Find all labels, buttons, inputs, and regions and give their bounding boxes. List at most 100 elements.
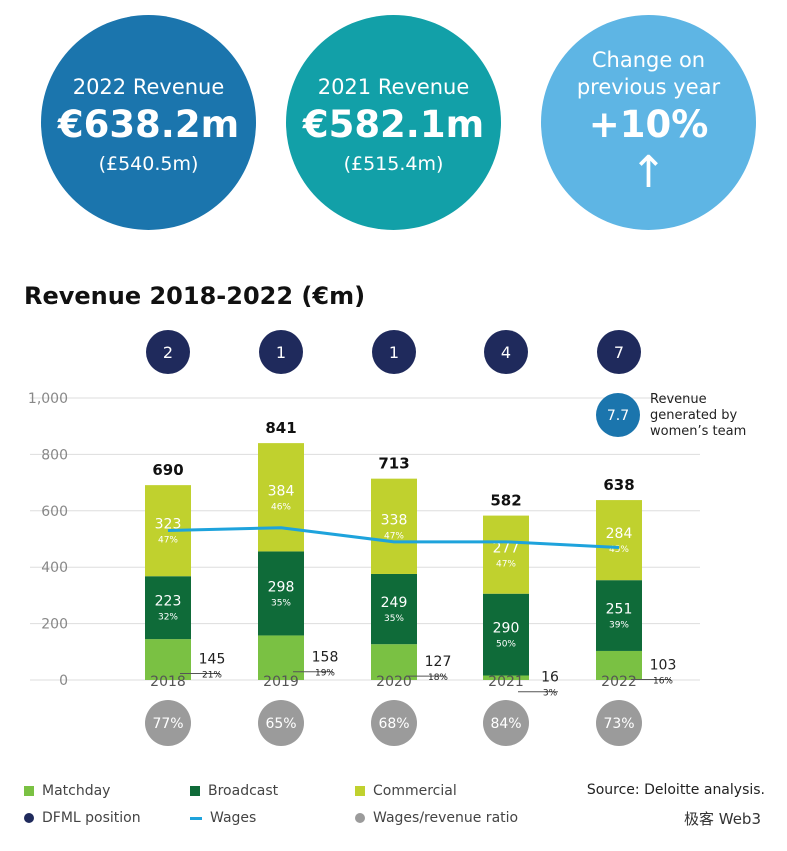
wages-ratio-circle	[258, 700, 304, 746]
kpi-2021-sub: (£515.4m)	[343, 153, 444, 175]
bar-value-label: 323	[155, 517, 182, 533]
bar-matchday-2021	[483, 675, 529, 680]
bar-value-label: 298	[268, 579, 295, 595]
bar-total-label: 638	[603, 476, 634, 494]
dfml-position-circle	[372, 330, 416, 374]
bar-pct-label: 35%	[271, 598, 291, 608]
bar-commercial-2021	[483, 515, 529, 594]
bar-pct-label: 45%	[609, 545, 629, 555]
bar-commercial-2019	[258, 443, 304, 552]
dfml-position-circle	[484, 330, 528, 374]
bar-pct-label: 47%	[496, 560, 516, 570]
bar-matchday-2022	[596, 650, 642, 680]
kpi-change-label-2: previous year	[576, 75, 721, 99]
kpi-2021-revenue: 2021 Revenue €582.1m (£515.4m)	[286, 15, 501, 230]
bar-broadcast-2019	[258, 551, 304, 636]
bar-total-label: 582	[490, 492, 521, 510]
revenue-chart: 0 200 400 600 800 1,000 145 21% 223 32% 323 47% 690 2…	[28, 330, 746, 746]
bar-total-label: 713	[378, 455, 409, 473]
wages-ratio-circle	[145, 700, 191, 746]
matchday-pct-label: 21%	[202, 671, 222, 681]
dfml-position-label: 4	[501, 343, 511, 362]
matchday-value-label: 16	[541, 670, 559, 686]
x-tick-label: 2021	[488, 674, 524, 690]
legend-broadcast: Broadcast	[190, 783, 278, 799]
kpi-2021-value: €582.1m	[302, 103, 485, 146]
bar-pct-label: 32%	[158, 613, 178, 623]
y-tick-label: 0	[59, 673, 68, 689]
dfml-position-circle	[597, 330, 641, 374]
bar-total-label: 841	[265, 419, 296, 437]
x-tick-label: 2018	[150, 674, 186, 690]
kpi-change-label-1: Change on	[591, 48, 706, 72]
bar-broadcast-2018	[145, 576, 191, 640]
bar-broadcast-2021	[483, 593, 529, 676]
matchday-value-label: 158	[312, 650, 339, 666]
bar-broadcast-2022	[596, 580, 642, 651]
chart-title: Revenue 2018-2022 (€m)	[24, 282, 366, 310]
bar-value-label: 249	[381, 595, 408, 611]
womens-team-circle	[596, 393, 640, 437]
bar-pct-label: 46%	[271, 502, 291, 512]
bar-pct-label: 39%	[609, 621, 629, 631]
kpi-2022-value: €638.2m	[57, 103, 240, 146]
legend-swatch	[355, 786, 365, 796]
dfml-position-label: 1	[389, 343, 399, 362]
matchday-pct-label: 19%	[315, 669, 335, 679]
matchday-value-label: 145	[199, 652, 226, 668]
y-tick-label: 400	[41, 560, 68, 576]
bar-value-label: 290	[493, 621, 520, 637]
dfml-position-circle	[259, 330, 303, 374]
kpi-2022-revenue: 2022 Revenue €638.2m (£540.5m)	[41, 15, 256, 230]
womens-team-label: women’s team	[650, 424, 746, 439]
x-tick-label: 2019	[263, 674, 299, 690]
matchday-pct-label: 16%	[653, 676, 673, 686]
bar-value-label: 251	[606, 602, 633, 618]
y-tick-label: 600	[41, 504, 68, 520]
wages-ratio-label: 73%	[603, 716, 634, 732]
legend-line	[190, 816, 202, 820]
legend-ratio: Wages/revenue ratio	[355, 810, 518, 826]
wages-ratio-circle	[596, 700, 642, 746]
x-tick-label: 2022	[601, 674, 637, 690]
wages-ratio-circle	[371, 700, 417, 746]
bar-value-label: 384	[268, 483, 295, 499]
legend-dot	[24, 813, 34, 823]
legend-swatch	[24, 786, 34, 796]
bar-broadcast-2020	[371, 573, 417, 645]
dfml-position-label: 7	[614, 343, 624, 362]
wages-line	[167, 526, 620, 549]
dfml-position-label: 1	[276, 343, 286, 362]
dfml-position-label: 2	[163, 343, 173, 362]
bar-total-label: 690	[152, 461, 183, 479]
bar-value-label: 338	[381, 512, 408, 528]
bar-pct-label: 47%	[384, 531, 404, 541]
wages-ratio-label: 68%	[378, 716, 409, 732]
matchday-value-label: 127	[425, 654, 452, 670]
kpi-2021-label: 2021 Revenue	[317, 75, 470, 99]
legend-matchday: Matchday	[24, 783, 110, 799]
bar-value-label: 284	[606, 526, 633, 542]
legend-commercial: Commercial	[355, 783, 457, 799]
bar-commercial-2020	[371, 478, 417, 574]
legend-position: DFML position	[24, 810, 141, 826]
bar-matchday-2020	[371, 644, 417, 680]
y-tick-label: 800	[41, 447, 68, 463]
womens-team-value: 7.7	[607, 408, 629, 424]
matchday-pct-label: 3%	[543, 689, 558, 699]
matchday-value-label: 103	[650, 657, 677, 673]
bar-pct-label: 47%	[158, 536, 178, 546]
bar-pct-label: 35%	[384, 614, 404, 624]
y-tick-label: 1,000	[28, 391, 68, 407]
kpi-2022-sub: (£540.5m)	[98, 153, 199, 175]
kpi-2022-label: 2022 Revenue	[72, 75, 225, 99]
legend-swatch	[190, 786, 200, 796]
dfml-position-circle	[146, 330, 190, 374]
bar-value-label: 223	[155, 594, 182, 610]
x-tick-label: 2020	[376, 674, 412, 690]
kpi-change-value: +10%	[588, 103, 709, 146]
wages-ratio-label: 77%	[152, 716, 183, 732]
bar-matchday-2019	[258, 635, 304, 680]
womens-team-label: generated by	[650, 408, 738, 423]
watermark: 极客 Web3	[683, 810, 761, 828]
